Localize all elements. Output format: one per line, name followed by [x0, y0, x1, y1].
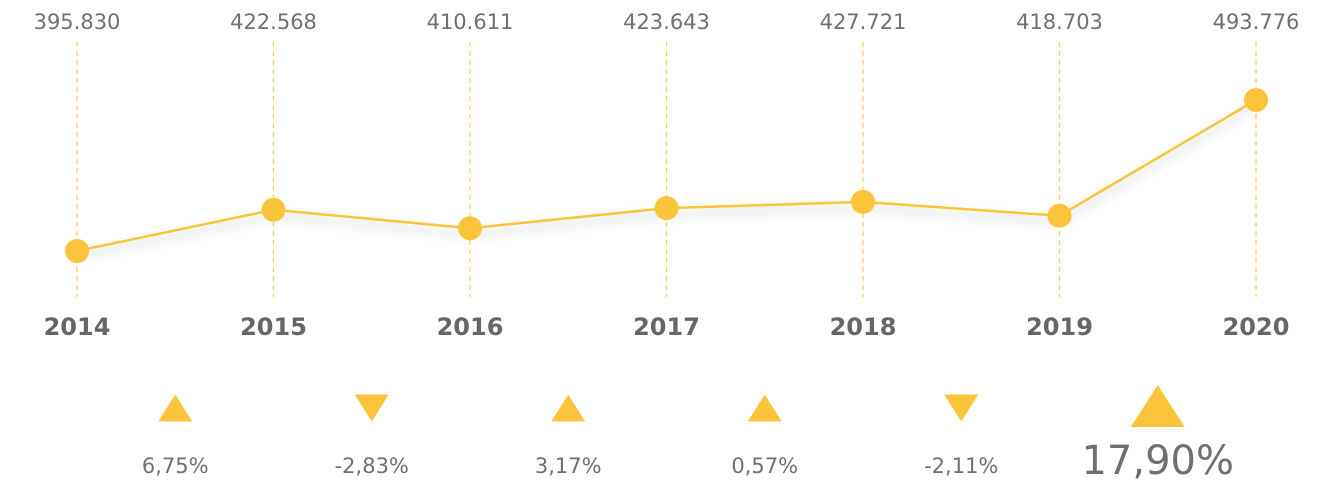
- data-point: [1244, 88, 1268, 113]
- data-point: [65, 239, 89, 264]
- x-tick-label: 2020: [1223, 313, 1290, 341]
- x-tick-label: 2019: [1026, 313, 1093, 341]
- x-tick-label: 2017: [633, 313, 700, 341]
- change-indicator: [1130, 385, 1185, 427]
- data-point: [851, 189, 875, 214]
- x-tick-label: 2014: [44, 313, 111, 341]
- data-point: [261, 197, 286, 222]
- change-indicator: [944, 394, 979, 422]
- value-label: 422.568: [230, 10, 317, 34]
- change-indicator: [158, 394, 193, 422]
- change-label: -2,11%: [924, 454, 998, 478]
- data-point: [1047, 203, 1072, 228]
- change-indicator: [551, 394, 586, 422]
- category-grid: [76, 42, 1257, 297]
- x-tick-label: 2018: [830, 313, 897, 341]
- change-label: 17,90%: [1081, 438, 1234, 484]
- plot-area: [65, 88, 1268, 264]
- line-series: [76, 98, 1257, 253]
- value-label: 423.643: [623, 10, 710, 34]
- x-tick-label: 2016: [437, 313, 504, 341]
- data-point: [654, 196, 679, 221]
- change-label: 0,57%: [731, 454, 798, 478]
- change-label: 6,75%: [142, 454, 209, 478]
- value-label: 410.611: [427, 10, 514, 34]
- change-indicator: [747, 394, 782, 422]
- value-label: 418.703: [1016, 10, 1103, 34]
- value-label: 493.776: [1213, 10, 1300, 34]
- data-point: [458, 216, 482, 241]
- value-label: 427.721: [820, 10, 907, 34]
- change-label: 3,17%: [535, 454, 602, 478]
- x-tick-label: 2015: [240, 313, 307, 341]
- change-indicator: [354, 394, 389, 422]
- value-label: 395.830: [34, 10, 121, 34]
- change-label: -2,83%: [335, 454, 409, 478]
